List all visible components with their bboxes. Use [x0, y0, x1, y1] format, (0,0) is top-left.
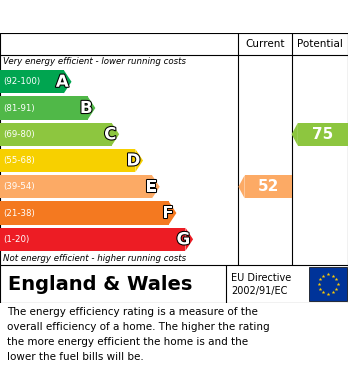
Text: (1-20): (1-20)	[3, 235, 30, 244]
Bar	[0, 201, 169, 224]
Polygon shape	[135, 149, 143, 172]
Polygon shape	[185, 228, 193, 251]
Bar	[245, 175, 292, 198]
Text: (21-38): (21-38)	[3, 208, 35, 217]
Text: D: D	[126, 152, 140, 170]
Text: (55-68): (55-68)	[3, 156, 35, 165]
Text: Energy Efficiency Rating: Energy Efficiency Rating	[10, 11, 220, 25]
Polygon shape	[169, 201, 176, 224]
Text: The energy efficiency rating is a measure of the
overall efficiency of a home. T: The energy efficiency rating is a measur…	[7, 307, 270, 362]
Text: 75: 75	[312, 127, 334, 142]
Text: F: F	[162, 204, 174, 222]
Bar	[0, 123, 111, 146]
Text: Potential: Potential	[297, 39, 343, 49]
Text: EU Directive: EU Directive	[231, 273, 292, 283]
Polygon shape	[64, 70, 72, 93]
Text: (69-80): (69-80)	[3, 130, 35, 139]
Text: Not energy efficient - higher running costs: Not energy efficient - higher running co…	[3, 254, 187, 263]
Polygon shape	[152, 175, 160, 198]
Polygon shape	[292, 123, 298, 146]
Bar	[309, 267, 347, 301]
Text: E: E	[145, 178, 157, 196]
Text: 52: 52	[258, 179, 279, 194]
Bar	[0, 149, 135, 172]
Text: (92-100): (92-100)	[3, 77, 41, 86]
Polygon shape	[238, 175, 245, 198]
Bar	[0, 228, 185, 251]
Polygon shape	[111, 123, 119, 146]
Bar	[0, 175, 152, 198]
Text: A: A	[56, 73, 69, 91]
Text: C: C	[104, 125, 116, 143]
Text: England & Wales: England & Wales	[8, 274, 192, 294]
Text: G: G	[176, 230, 190, 248]
Text: Current: Current	[245, 39, 285, 49]
Bar	[298, 123, 348, 146]
Text: (81-91): (81-91)	[3, 104, 35, 113]
Bar	[0, 97, 88, 120]
Polygon shape	[88, 97, 95, 120]
Text: 2002/91/EC: 2002/91/EC	[231, 286, 287, 296]
Bar	[0, 70, 64, 93]
Text: B: B	[80, 99, 93, 117]
Text: (39-54): (39-54)	[3, 182, 35, 191]
Text: Very energy efficient - lower running costs: Very energy efficient - lower running co…	[3, 57, 187, 66]
